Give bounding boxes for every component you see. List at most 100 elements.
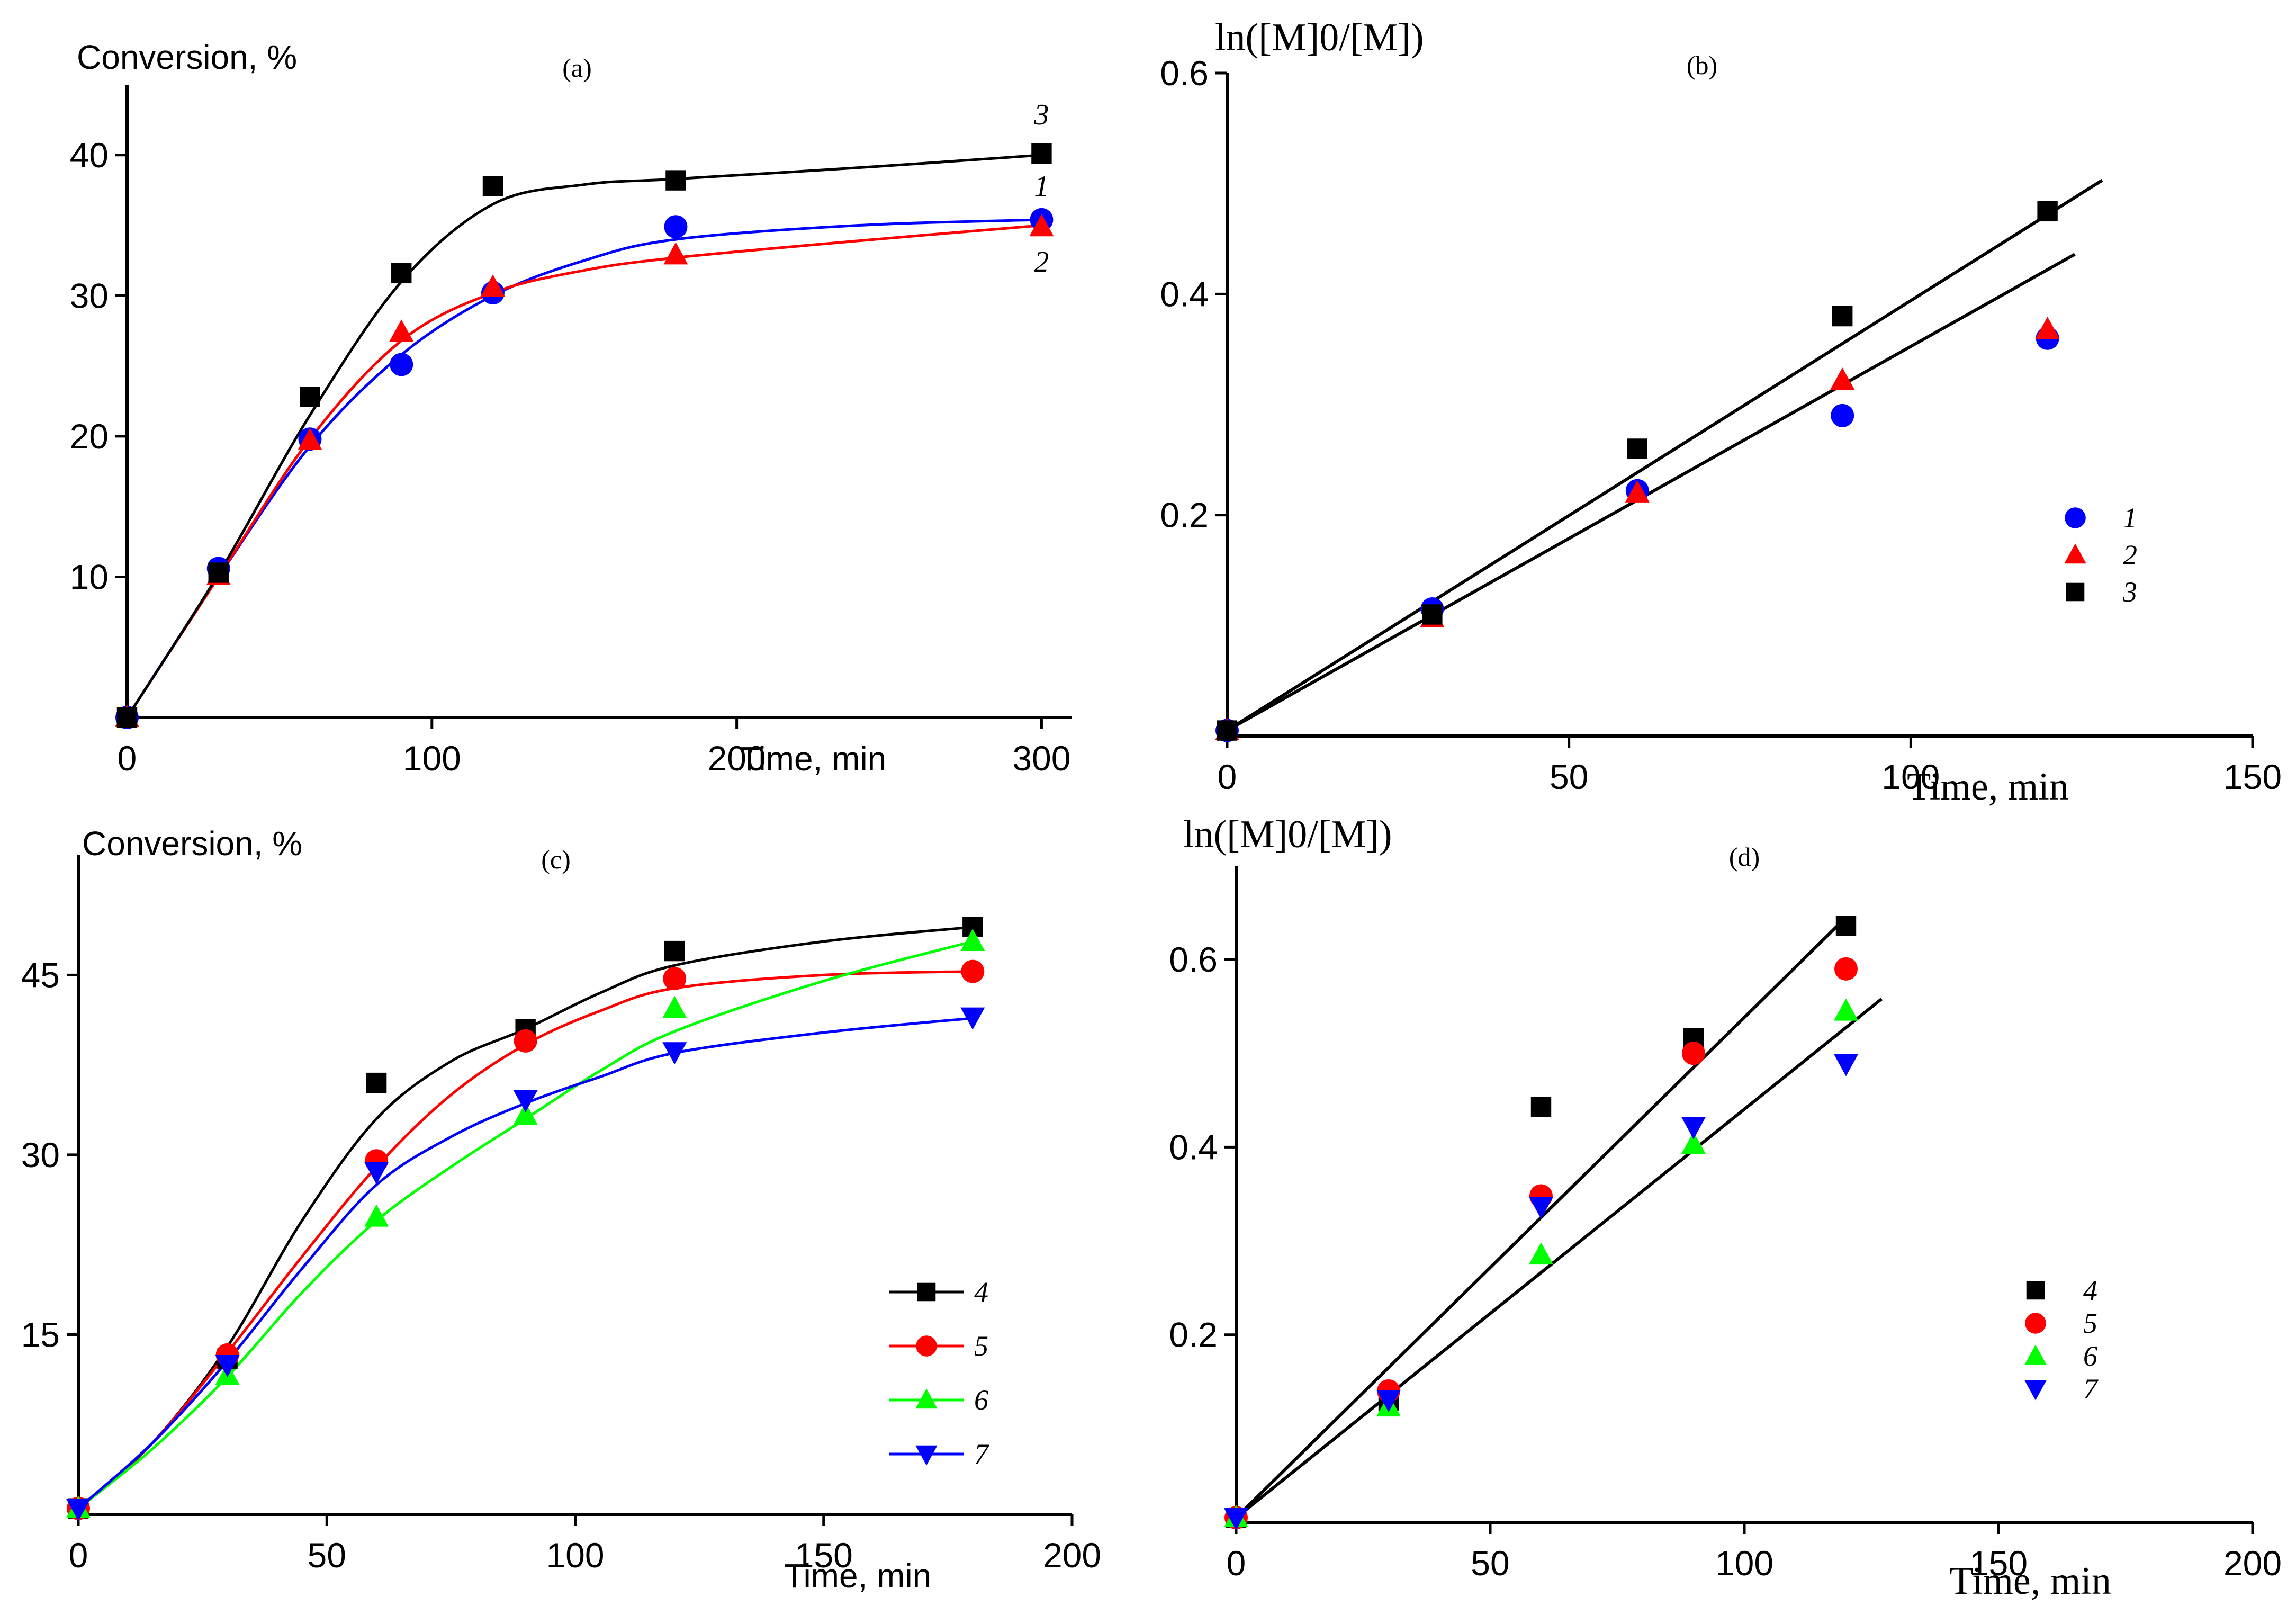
y-tick-label: 10 (70, 557, 109, 596)
legend-label-2: 2 (2123, 539, 2137, 571)
legend-label-4: 4 (974, 1276, 988, 1308)
data-point-series-5 (663, 967, 687, 991)
y-tick-label: 0.6 (1160, 53, 1209, 93)
data-point-series-5 (1834, 957, 1858, 981)
legend: 1 2 3 (2064, 502, 2137, 608)
data-point-series-6 (364, 1204, 389, 1227)
y-tick-label: 30 (21, 1135, 60, 1174)
legend-label-1: 1 (2123, 502, 2137, 534)
x-tick-label: 100 (1881, 757, 1940, 796)
legend-label-7: 7 (2083, 1373, 2099, 1405)
data-point-series-3 (116, 707, 138, 728)
data-point-series-4 (1835, 916, 1857, 936)
data-point-series-3 (391, 263, 412, 284)
data-point-series-1 (1831, 403, 1854, 427)
legend-marker-4 (2026, 1281, 2045, 1300)
data-point-series-5 (1682, 1042, 1705, 1065)
data-point-series-3 (1031, 143, 1052, 164)
legend-label-5: 5 (974, 1330, 988, 1362)
data-point-series-2 (1830, 367, 1855, 390)
data-point-series-5 (514, 1029, 537, 1053)
panel-title: (b) (1687, 50, 1717, 80)
fit-line-1 (77, 970, 973, 1510)
data-point-series-2 (298, 427, 322, 450)
data-point-series-7 (513, 1090, 538, 1112)
data-point-series-6 (1529, 1242, 1553, 1265)
curve-label-3: 3 (1033, 98, 1049, 131)
data-point-series-6 (1681, 1132, 1706, 1154)
legend-marker-6 (2024, 1344, 2047, 1365)
curve-label-2: 2 (1034, 246, 1049, 279)
data-point-series-2 (389, 319, 414, 342)
y-tick-label: 0.6 (1169, 940, 1218, 979)
x-tick-label: 200 (2223, 1544, 2282, 1583)
legend-label-3: 3 (2122, 576, 2137, 608)
y-axis-title: ln([M]0/[M]) (1215, 16, 1424, 59)
legend-marker-7 (915, 1445, 938, 1466)
data-point-series-7 (1681, 1117, 1706, 1140)
x-tick-label: 150 (1969, 1544, 2028, 1583)
y-tick-label: 0.4 (1169, 1127, 1218, 1167)
fit-line-3 (77, 1017, 973, 1510)
data-point-series-6 (1834, 998, 1858, 1021)
x-tick-label: 0 (118, 739, 137, 778)
x-tick-label: 100 (403, 739, 461, 778)
y-tick-label: 45 (21, 955, 60, 994)
x-axis-title: Time, min (1949, 1559, 2111, 1603)
data-point-series-4 (1530, 1097, 1552, 1117)
data-point-series-3 (1217, 720, 1238, 741)
data-point-series-3 (1422, 604, 1443, 625)
x-tick-label: 50 (1471, 1544, 1509, 1583)
data-point-series-7 (662, 1042, 687, 1065)
fit-line-1 (1226, 253, 2076, 732)
fit-line-0 (1226, 178, 2103, 732)
x-tick-label: 100 (1715, 1544, 1773, 1583)
data-point-series-3 (1832, 306, 1853, 327)
data-point-series-7 (1376, 1389, 1401, 1412)
panel-title: (c) (541, 845, 571, 874)
data-point-series-3 (665, 170, 686, 191)
fit-line-1 (1235, 998, 1883, 1519)
data-point-series-3 (208, 562, 229, 583)
data-point-series-6 (662, 995, 687, 1018)
data-point-series-6 (960, 928, 985, 951)
data-point-series-3 (300, 387, 320, 407)
x-tick-label: 50 (308, 1536, 346, 1575)
y-tick-label: 0.2 (1169, 1315, 1218, 1354)
x-tick-label: 300 (1012, 739, 1070, 778)
legend-label-4: 4 (2083, 1275, 2097, 1306)
x-tick-label: 200 (1043, 1536, 1101, 1575)
data-point-series-7 (364, 1162, 389, 1185)
legend-label-5: 5 (2083, 1307, 2097, 1339)
panel-title: (d) (1729, 842, 1760, 872)
data-point-series-2 (1625, 480, 1650, 503)
legend-marker-3 (2066, 582, 2085, 602)
x-tick-label: 50 (1550, 757, 1588, 796)
panel-b: 0 50 100 150 0.2 0.4 0.6 (b) ln([M]0/[M]) Time, m… (1160, 16, 2282, 809)
legend-marker-4 (917, 1282, 936, 1302)
curve-label-1: 1 (1034, 170, 1049, 203)
y-tick-label: 40 (70, 136, 109, 175)
data-point-series-4 (664, 940, 685, 962)
y-tick-label: 0.4 (1160, 274, 1209, 313)
legend-marker-5 (2025, 1313, 2046, 1334)
data-point-series-3 (482, 176, 503, 196)
data-point-series-2 (2035, 317, 2060, 339)
data-point-series-7 (1224, 1508, 1248, 1531)
legend-marker-6 (915, 1388, 938, 1409)
data-point-series-7 (960, 1007, 985, 1030)
data-point-series-3 (2037, 201, 2058, 222)
x-tick-label: 100 (546, 1536, 604, 1575)
fit-line-2 (77, 940, 973, 1510)
data-point-series-7 (1529, 1197, 1553, 1219)
data-point-series-1 (390, 353, 413, 376)
fit-line-0 (125, 218, 1042, 719)
x-axis-title: Time, min (1907, 765, 2069, 809)
y-axis-title: Conversion, % (82, 824, 302, 863)
x-axis-title: Time, min (739, 740, 887, 778)
x-axis-title: Time, min (784, 1557, 932, 1595)
y-axis-title: Conversion, % (77, 38, 297, 76)
